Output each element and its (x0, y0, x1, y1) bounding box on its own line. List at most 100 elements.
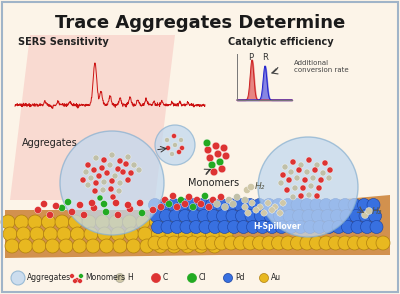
Circle shape (199, 220, 212, 233)
Circle shape (366, 236, 380, 250)
Circle shape (138, 210, 146, 216)
Circle shape (351, 220, 364, 233)
Circle shape (196, 198, 209, 211)
Text: Trace Aggregates Determine: Trace Aggregates Determine (55, 14, 345, 32)
Circle shape (319, 236, 333, 250)
Circle shape (85, 162, 91, 168)
Circle shape (321, 210, 334, 223)
Circle shape (244, 186, 250, 193)
Circle shape (300, 185, 306, 191)
Circle shape (194, 196, 200, 203)
Circle shape (302, 210, 315, 223)
Text: H-Spillover: H-Spillover (253, 222, 301, 231)
Circle shape (262, 236, 276, 250)
Circle shape (136, 215, 150, 229)
Circle shape (114, 211, 122, 218)
Circle shape (86, 239, 100, 253)
Text: Aggregates: Aggregates (22, 138, 78, 148)
Circle shape (100, 239, 114, 253)
Circle shape (246, 220, 260, 233)
Circle shape (245, 210, 258, 223)
Circle shape (164, 138, 170, 143)
Circle shape (160, 210, 172, 223)
Circle shape (286, 177, 292, 183)
Circle shape (326, 175, 332, 181)
Circle shape (294, 220, 307, 233)
Circle shape (72, 239, 86, 253)
Circle shape (214, 201, 220, 208)
Circle shape (312, 167, 318, 173)
Circle shape (168, 198, 180, 211)
Circle shape (217, 215, 231, 229)
Circle shape (55, 215, 69, 229)
Circle shape (101, 179, 107, 185)
Circle shape (304, 169, 310, 175)
Circle shape (170, 193, 176, 200)
Circle shape (198, 201, 204, 208)
Circle shape (366, 208, 372, 215)
Circle shape (312, 210, 324, 223)
Circle shape (256, 220, 269, 233)
Circle shape (282, 164, 288, 170)
Circle shape (5, 239, 19, 253)
Circle shape (109, 152, 115, 158)
Circle shape (112, 200, 120, 206)
Circle shape (342, 220, 354, 233)
Circle shape (57, 227, 71, 241)
Circle shape (88, 200, 96, 206)
Circle shape (42, 215, 56, 229)
Text: Aggregates: Aggregates (27, 273, 71, 283)
Circle shape (97, 195, 103, 201)
Circle shape (212, 142, 220, 150)
Circle shape (298, 193, 304, 199)
Circle shape (376, 236, 390, 250)
Circle shape (138, 227, 152, 241)
Circle shape (210, 168, 218, 176)
Circle shape (292, 210, 306, 223)
Circle shape (100, 187, 106, 193)
Circle shape (210, 196, 216, 203)
Polygon shape (5, 195, 390, 258)
Circle shape (306, 192, 312, 198)
Circle shape (178, 227, 192, 241)
Circle shape (64, 198, 72, 206)
Circle shape (104, 170, 110, 176)
Circle shape (18, 239, 32, 253)
Circle shape (117, 158, 123, 164)
Circle shape (234, 193, 240, 201)
Circle shape (80, 177, 86, 183)
Circle shape (360, 220, 374, 233)
Circle shape (148, 198, 162, 211)
Text: R: R (262, 53, 268, 62)
Circle shape (261, 210, 267, 216)
Circle shape (113, 239, 127, 253)
Circle shape (83, 169, 89, 175)
Circle shape (170, 220, 184, 233)
Circle shape (253, 198, 266, 211)
Circle shape (214, 236, 228, 250)
Circle shape (108, 186, 114, 192)
Circle shape (178, 196, 184, 203)
Circle shape (304, 220, 316, 233)
Circle shape (290, 194, 296, 200)
Circle shape (264, 210, 277, 223)
Circle shape (300, 236, 314, 250)
Circle shape (40, 201, 48, 208)
Circle shape (340, 210, 353, 223)
Circle shape (198, 210, 210, 223)
Circle shape (367, 198, 380, 211)
Circle shape (348, 236, 362, 250)
Circle shape (194, 239, 208, 253)
Circle shape (169, 210, 182, 223)
Circle shape (314, 193, 320, 199)
Circle shape (176, 215, 190, 229)
Circle shape (234, 198, 247, 211)
Circle shape (322, 220, 336, 233)
Circle shape (90, 205, 98, 211)
Text: Au: Au (271, 273, 281, 283)
Circle shape (327, 167, 333, 173)
Circle shape (186, 193, 192, 201)
Text: Cl: Cl (199, 273, 206, 283)
Circle shape (310, 236, 324, 250)
Circle shape (207, 210, 220, 223)
